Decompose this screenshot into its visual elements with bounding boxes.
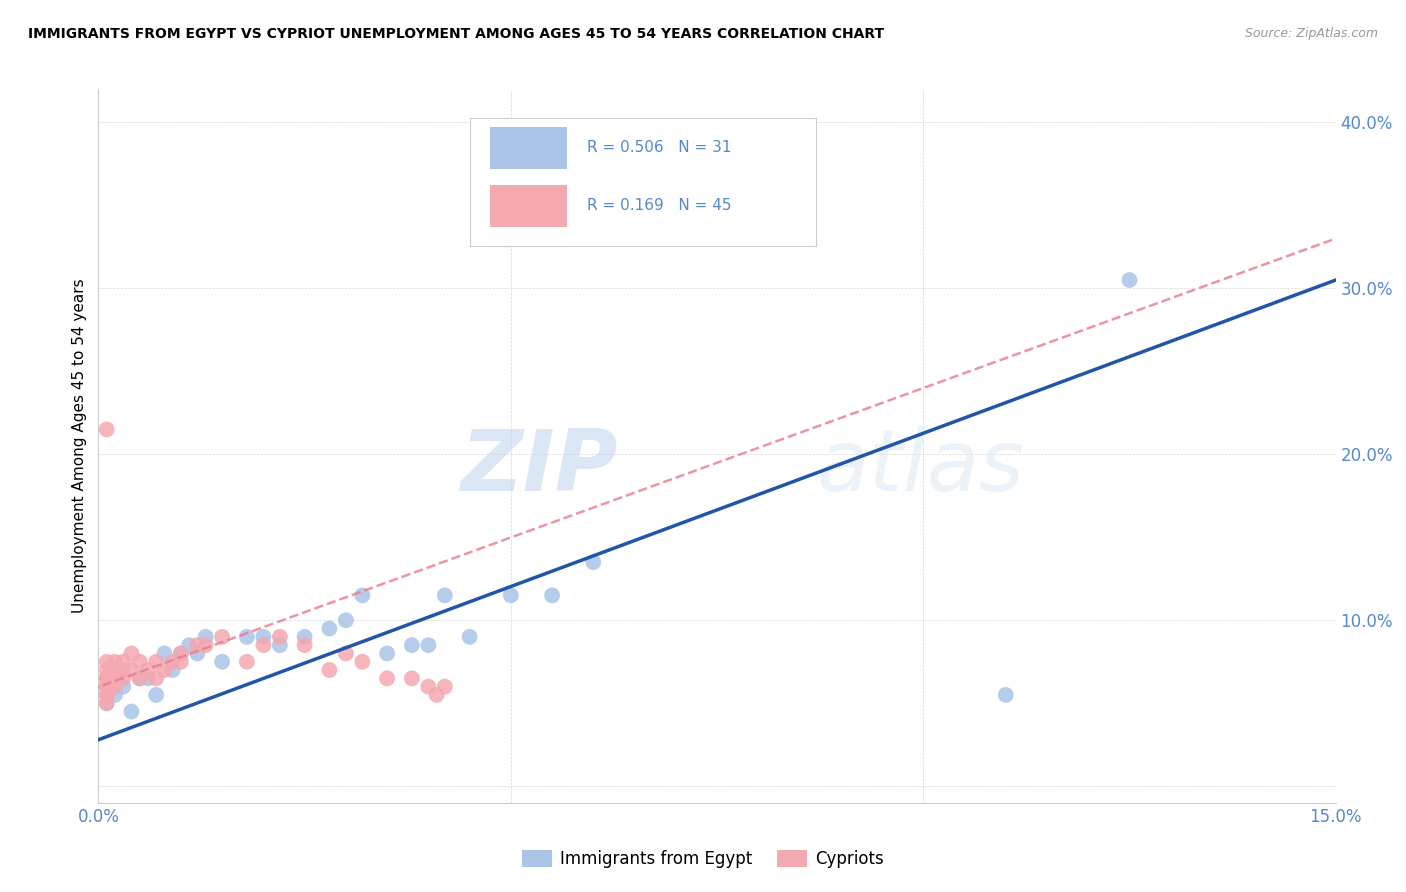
Point — [145, 688, 167, 702]
Point — [96, 680, 118, 694]
Point — [96, 680, 118, 694]
Point — [96, 696, 118, 710]
Point — [104, 663, 127, 677]
Point — [294, 638, 316, 652]
Point — [236, 630, 259, 644]
Point — [294, 630, 316, 644]
Point — [318, 622, 340, 636]
Point — [96, 663, 118, 677]
Point — [352, 655, 374, 669]
Point — [541, 588, 564, 602]
Point — [252, 630, 274, 644]
Point — [179, 638, 201, 652]
Point — [194, 638, 217, 652]
Point — [186, 638, 208, 652]
Point — [162, 655, 184, 669]
Point — [96, 671, 118, 685]
Point — [418, 680, 440, 694]
Point — [96, 688, 118, 702]
Point — [211, 655, 233, 669]
Point — [96, 422, 118, 436]
Point — [112, 655, 135, 669]
Point — [112, 671, 135, 685]
Point — [96, 655, 118, 669]
Point — [170, 647, 193, 661]
Point — [120, 663, 142, 677]
Point — [145, 655, 167, 669]
Point — [375, 671, 398, 685]
Point — [170, 655, 193, 669]
Point — [112, 680, 135, 694]
Point — [426, 688, 449, 702]
Point — [194, 630, 217, 644]
Point — [170, 647, 193, 661]
Point — [96, 688, 118, 702]
Point — [252, 638, 274, 652]
Point — [433, 680, 456, 694]
Y-axis label: Unemployment Among Ages 45 to 54 years: Unemployment Among Ages 45 to 54 years — [72, 278, 87, 614]
Point — [104, 671, 127, 685]
Point — [499, 588, 522, 602]
Text: ZIP: ZIP — [460, 425, 619, 509]
Point — [96, 671, 118, 685]
Point — [153, 647, 176, 661]
Point — [136, 663, 159, 677]
Point — [418, 638, 440, 652]
Text: IMMIGRANTS FROM EGYPT VS CYPRIOT UNEMPLOYMENT AMONG AGES 45 TO 54 YEARS CORRELAT: IMMIGRANTS FROM EGYPT VS CYPRIOT UNEMPLO… — [28, 27, 884, 41]
Point — [269, 638, 291, 652]
Point — [128, 671, 150, 685]
Point — [236, 655, 259, 669]
Point — [104, 688, 127, 702]
Point — [128, 671, 150, 685]
Point — [104, 680, 127, 694]
Point — [96, 680, 118, 694]
Point — [120, 705, 142, 719]
Text: Source: ZipAtlas.com: Source: ZipAtlas.com — [1244, 27, 1378, 40]
Point — [994, 688, 1017, 702]
Point — [335, 613, 357, 627]
Point — [153, 663, 176, 677]
Point — [162, 663, 184, 677]
Legend: Immigrants from Egypt, Cypriots: Immigrants from Egypt, Cypriots — [515, 843, 891, 875]
Point — [335, 647, 357, 661]
Point — [433, 588, 456, 602]
Point — [145, 671, 167, 685]
Point — [120, 647, 142, 661]
Point — [401, 671, 423, 685]
Text: atlas: atlas — [815, 425, 1024, 509]
Point — [458, 630, 481, 644]
Point — [401, 638, 423, 652]
Point — [352, 588, 374, 602]
Point — [112, 663, 135, 677]
Point — [96, 696, 118, 710]
Point — [104, 655, 127, 669]
Point — [582, 555, 605, 569]
Point — [269, 630, 291, 644]
Point — [1118, 273, 1140, 287]
Point — [186, 647, 208, 661]
Point — [128, 655, 150, 669]
Point — [136, 671, 159, 685]
Point — [375, 647, 398, 661]
Point — [211, 630, 233, 644]
Point — [318, 663, 340, 677]
Point — [104, 671, 127, 685]
